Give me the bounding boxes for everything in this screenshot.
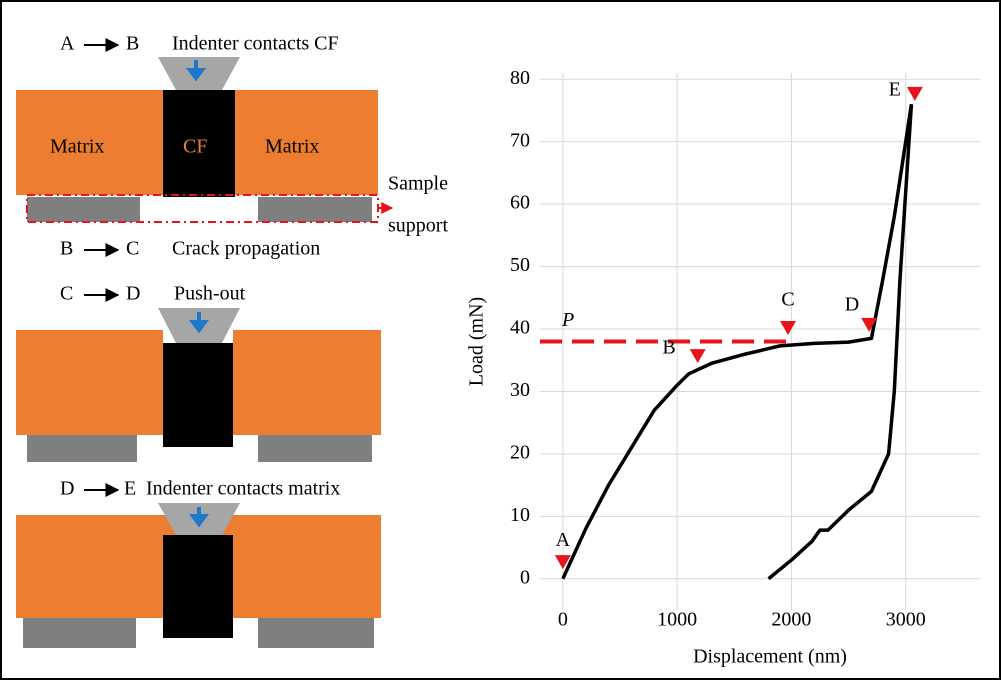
y-tick-label: 40: [510, 317, 530, 339]
step-from: B: [60, 238, 73, 260]
matrix-label: Matrix: [265, 136, 319, 158]
support: [258, 197, 372, 222]
load-arrow: [189, 507, 209, 528]
reference-label: P: [561, 309, 574, 331]
support-label: support: [388, 215, 448, 237]
matrix-label: Matrix: [50, 136, 104, 158]
step-label: Indenter contacts matrix: [146, 478, 340, 500]
step-from: A: [60, 33, 75, 55]
event-label: C: [781, 289, 794, 311]
y-tick-label: 70: [510, 129, 530, 151]
fiber: [163, 535, 233, 638]
x-tick-label: 3000: [886, 609, 926, 631]
y-tick-label: 50: [510, 254, 530, 276]
step-label: Push-out: [174, 283, 246, 305]
curve: [767, 104, 914, 581]
event-label: E: [889, 78, 901, 100]
load-arrow: [189, 312, 209, 334]
event-label: D: [845, 293, 859, 315]
support: [27, 197, 140, 222]
support: [258, 618, 374, 648]
step-to: E: [124, 478, 136, 500]
fiber: [163, 90, 235, 197]
x-tick-label: 0: [558, 609, 568, 631]
y-tick-label: 0: [520, 566, 530, 588]
event-marker: [906, 86, 923, 101]
x-tick-label: 2000: [771, 609, 811, 631]
step-label: Crack propagation: [172, 238, 320, 260]
step-from: C: [60, 283, 73, 305]
fiber: [163, 343, 233, 447]
y-tick-label: 60: [510, 192, 530, 214]
event-marker: [861, 317, 878, 332]
step-from: D: [60, 478, 74, 500]
event-marker: [780, 321, 796, 336]
y-axis-label: Load (mN): [466, 297, 488, 386]
load-arrow: [186, 60, 206, 82]
y-tick-label: 30: [510, 379, 530, 401]
x-tick-label: 1000: [657, 609, 697, 631]
step-to: D: [126, 283, 140, 305]
support: [23, 618, 136, 648]
support: [258, 435, 372, 462]
support-label: Sample: [388, 173, 448, 195]
step-to: C: [126, 238, 139, 260]
event-marker: [554, 555, 571, 570]
event-label: B: [662, 337, 675, 359]
fiber-label: CF: [183, 136, 207, 158]
y-tick-label: 10: [510, 504, 530, 526]
curve: [561, 103, 914, 580]
step-to: B: [126, 33, 139, 55]
chart: 0 10 20 30 40 50 60 70 80 0 1000 2000 3000 Displaceme…: [466, 67, 980, 668]
event-marker: [689, 349, 706, 364]
event-label: A: [556, 529, 571, 551]
x-axis-label: Displacement (nm): [693, 646, 847, 668]
step-label: Indenter contacts CF: [172, 33, 339, 55]
y-tick-label: 20: [510, 441, 530, 463]
y-tick-label: 80: [510, 67, 530, 89]
support: [27, 435, 137, 462]
